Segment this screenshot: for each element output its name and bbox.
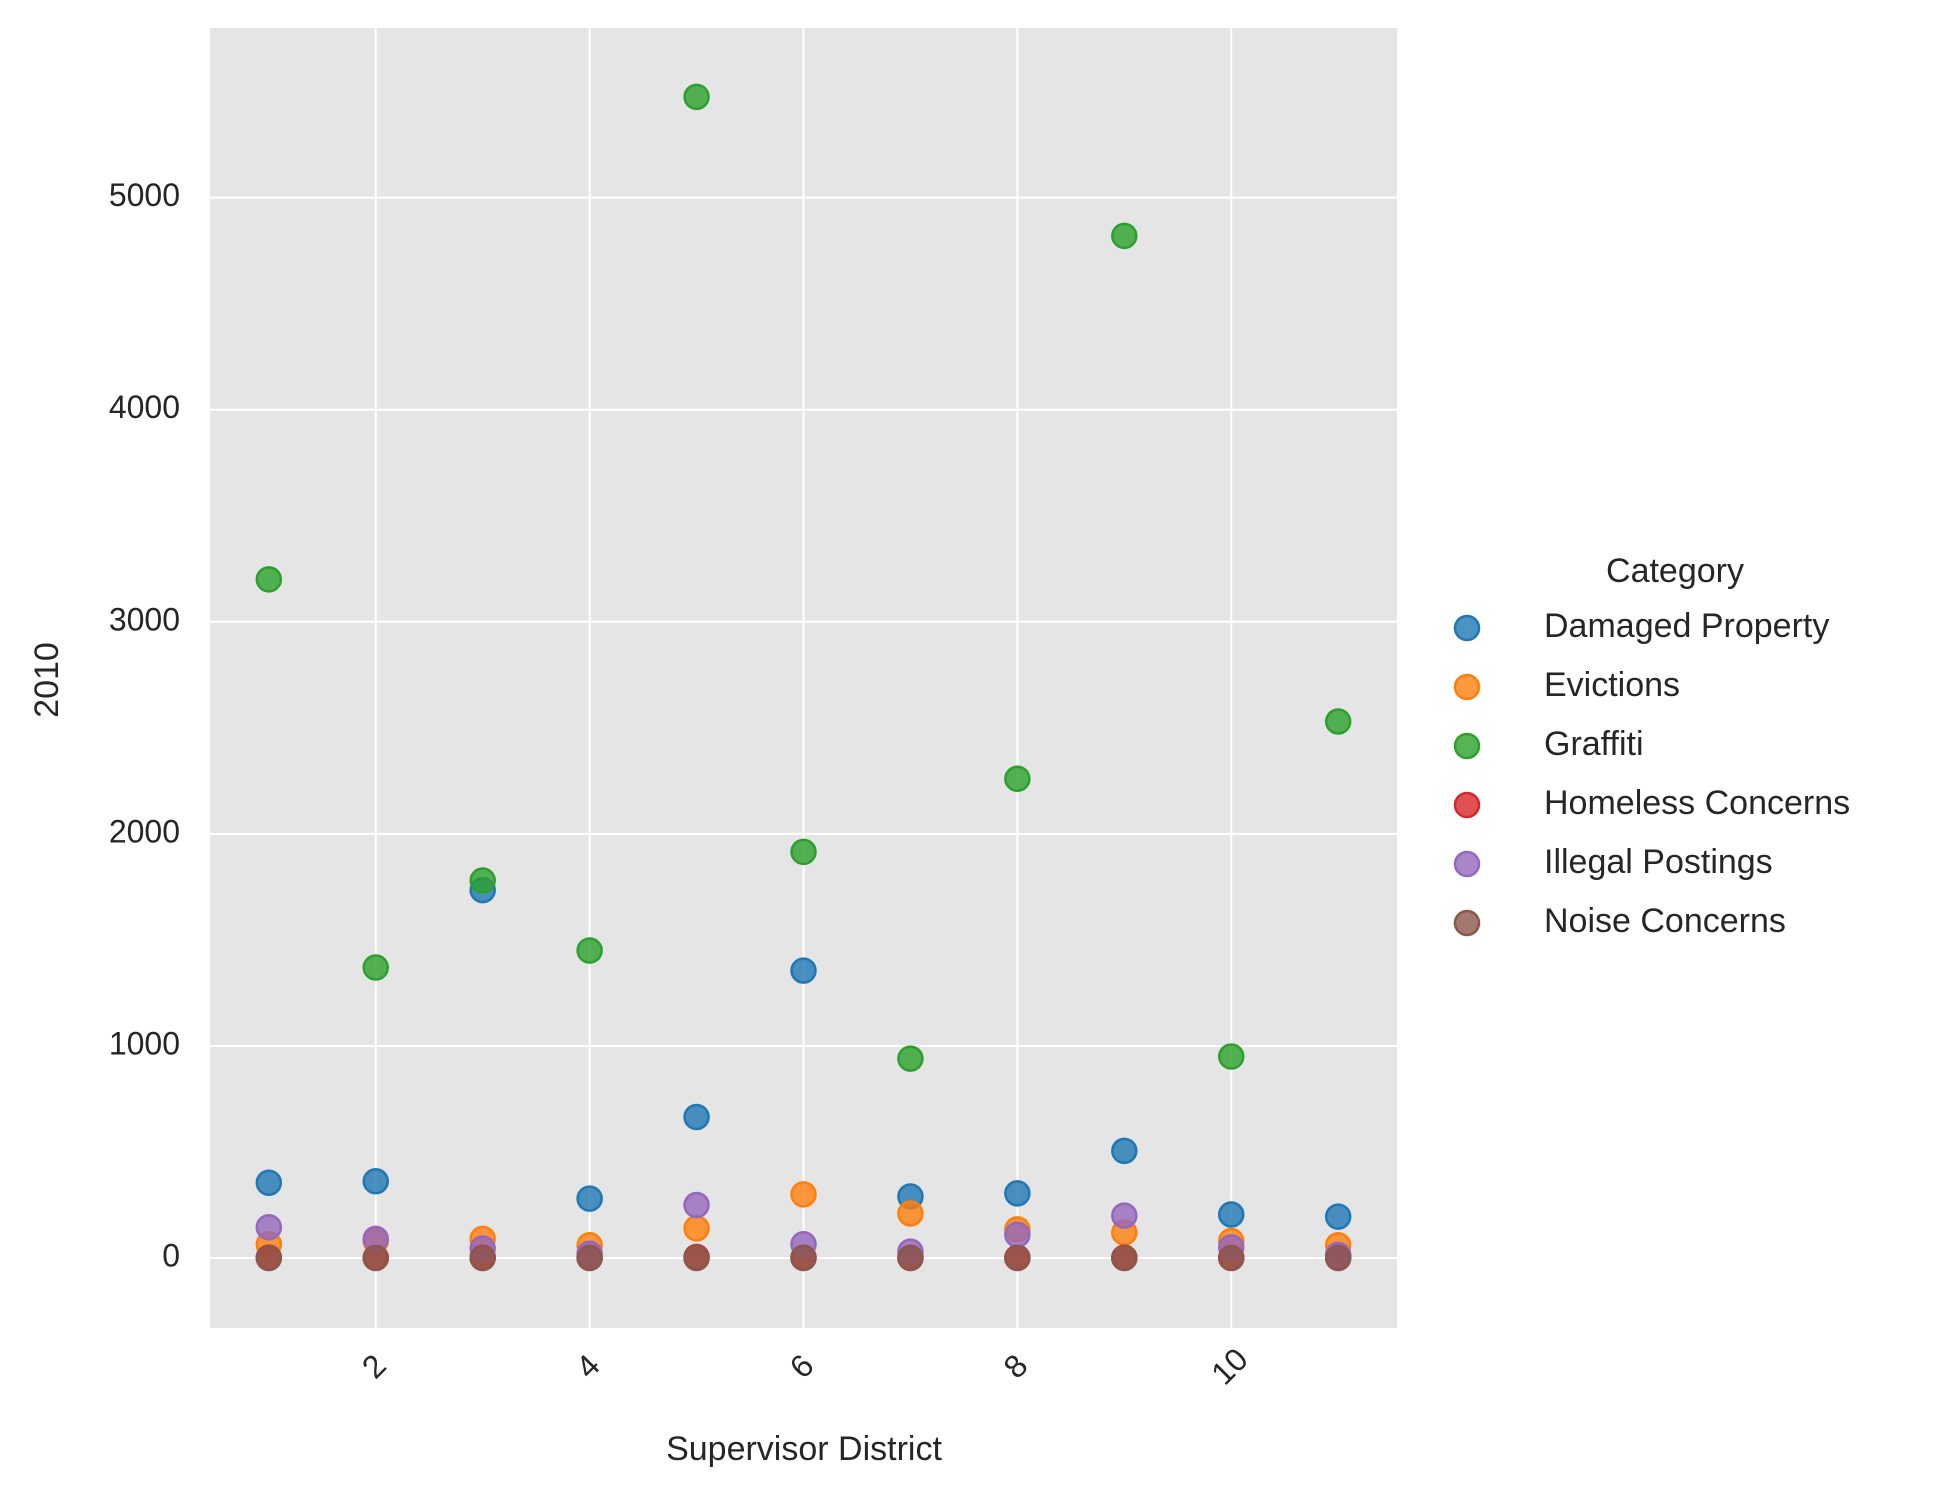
legend-marker: [1453, 732, 1481, 760]
data-point: [897, 1200, 924, 1227]
y-axis-title: 2010: [28, 642, 66, 718]
legend-label: Graffiti: [1544, 725, 1644, 763]
legend-label: Homeless Concerns: [1544, 784, 1850, 822]
data-point: [683, 1103, 710, 1131]
data-point: [1111, 1202, 1138, 1229]
data-point: [1217, 1043, 1245, 1070]
data-point: [683, 83, 710, 111]
data-point: [1004, 1180, 1031, 1207]
data-points: [255, 83, 1352, 1272]
data-point: [362, 1244, 390, 1272]
x-tick-label: 10: [1204, 1341, 1255, 1392]
data-point: [1111, 1137, 1138, 1165]
data-point: [1324, 708, 1352, 735]
legend-label: Illegal Postings: [1544, 843, 1773, 881]
legend-label: Evictions: [1544, 666, 1680, 704]
grid-lines: [210, 28, 1397, 1328]
y-tick-label: 2000: [109, 813, 180, 849]
data-point: [576, 1185, 603, 1212]
legend: Category Damaged Property Evictions Graffi…: [1453, 552, 1850, 940]
data-point: [1004, 1221, 1031, 1248]
data-point: [790, 1244, 817, 1272]
data-point: [683, 1191, 710, 1219]
legend-marker: [1453, 909, 1481, 937]
y-tick-label: 5000: [109, 177, 180, 213]
data-point: [1217, 1201, 1245, 1228]
data-point: [1324, 1203, 1352, 1230]
data-point: [255, 566, 283, 593]
x-tick-label: 6: [783, 1347, 821, 1385]
x-tick-label: 4: [569, 1347, 607, 1385]
x-tick-label: 8: [997, 1347, 1035, 1385]
legend-marker: [1453, 791, 1481, 819]
data-point: [897, 1244, 924, 1272]
legend-marker: [1453, 673, 1481, 701]
y-tick-label: 3000: [109, 601, 180, 637]
data-point: [683, 1215, 710, 1242]
data-point: [255, 1214, 283, 1241]
data-point: [1324, 1244, 1352, 1272]
data-point: [469, 867, 496, 894]
legend-label: Noise Concerns: [1544, 902, 1786, 940]
data-point: [362, 1167, 390, 1195]
data-point: [576, 1244, 603, 1272]
data-point: [362, 954, 390, 981]
legend-title: Category: [1606, 552, 1744, 590]
data-point: [576, 937, 603, 964]
legend-label: Damaged Property: [1544, 607, 1829, 645]
data-point: [1111, 222, 1138, 250]
data-point: [1111, 1244, 1138, 1272]
data-point: [683, 1244, 710, 1272]
data-point: [255, 1169, 283, 1196]
data-point: [790, 1181, 817, 1208]
y-tick-label: 4000: [109, 389, 180, 425]
legend-marker: [1453, 850, 1481, 878]
x-axis-title: Supervisor District: [666, 1430, 942, 1468]
legend-marker: [1453, 614, 1481, 642]
data-point: [255, 1244, 283, 1272]
y-tick-label: 0: [162, 1237, 180, 1273]
y-tick-label: 1000: [109, 1025, 180, 1061]
data-point: [1217, 1244, 1245, 1272]
data-point: [790, 838, 817, 866]
data-point: [1004, 1244, 1031, 1272]
data-point: [897, 1045, 924, 1072]
data-point: [469, 1244, 496, 1272]
data-point: [790, 957, 817, 984]
x-tick-label: 2: [355, 1347, 393, 1385]
data-point: [1004, 765, 1031, 792]
